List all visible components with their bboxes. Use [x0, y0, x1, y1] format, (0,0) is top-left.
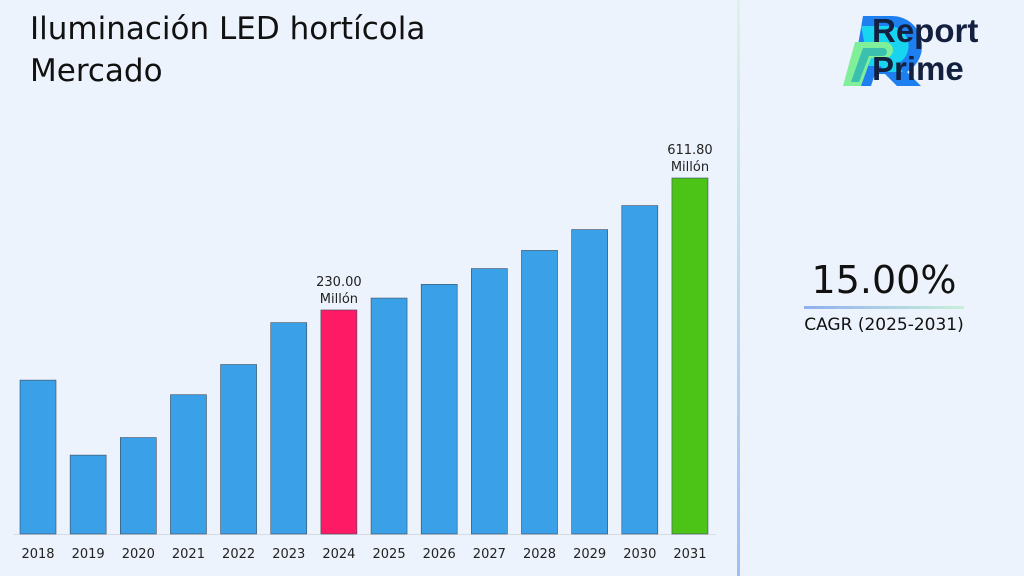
divider — [737, 0, 740, 576]
data-label-value-2024: 230.00 — [316, 275, 362, 290]
cagr-value: 15.00% — [811, 258, 957, 302]
bar-2026 — [420, 284, 458, 535]
x-tick-label-2030: 2030 — [623, 547, 656, 562]
x-tick-label-2020: 2020 — [122, 547, 155, 562]
bar-2021 — [170, 394, 207, 535]
x-tick-label-2026: 2026 — [423, 547, 456, 562]
bar-2023 — [270, 322, 308, 535]
cagr-panel: 15.00% CAGR (2025-2031) — [800, 258, 968, 335]
x-tick-label-2024: 2024 — [322, 547, 355, 562]
bar-2029 — [571, 229, 608, 535]
x-tick-label-2023: 2023 — [272, 547, 305, 562]
bar-2024 — [320, 309, 358, 535]
bar-2030 — [621, 205, 659, 535]
bar-2031 — [671, 177, 709, 535]
x-tick-label-2031: 2031 — [673, 547, 706, 562]
data-label-unit-2031: Millón — [671, 160, 709, 175]
bar-2019 — [69, 454, 107, 535]
brand-line-1: Report — [872, 12, 979, 49]
x-tick-label-2027: 2027 — [473, 547, 506, 562]
bar-2025 — [370, 297, 408, 535]
x-tick-label-2028: 2028 — [523, 547, 556, 562]
x-tick-label-2029: 2029 — [573, 547, 606, 562]
x-tick-label-2021: 2021 — [172, 547, 205, 562]
chart-title: Iluminación LED hortícola Mercado — [30, 11, 426, 89]
bar-chart: 2018 2019 2020 2021 2022 2023 2024 2025 2026 2027… — [14, 143, 716, 562]
data-label-unit-2024: Millón — [320, 292, 358, 307]
bar-2018 — [19, 379, 57, 535]
bar-2020 — [120, 437, 157, 535]
x-tick-label-2018: 2018 — [21, 547, 54, 562]
bar-2027 — [471, 268, 508, 535]
bar-2022 — [220, 364, 257, 535]
x-tick-label-2022: 2022 — [222, 547, 255, 562]
brand-line-2: Prime — [872, 50, 964, 87]
cagr-label: CAGR (2025-2031) — [804, 315, 964, 335]
bar-2028 — [521, 250, 558, 535]
brand-name: Report Prime — [872, 12, 978, 88]
report-prime-logo-icon — [843, 16, 923, 86]
x-tick-label-2025: 2025 — [373, 547, 406, 562]
x-tick-label-2019: 2019 — [72, 547, 105, 562]
cagr-underline — [804, 306, 964, 309]
data-label-value-2031: 611.80 — [667, 143, 713, 158]
